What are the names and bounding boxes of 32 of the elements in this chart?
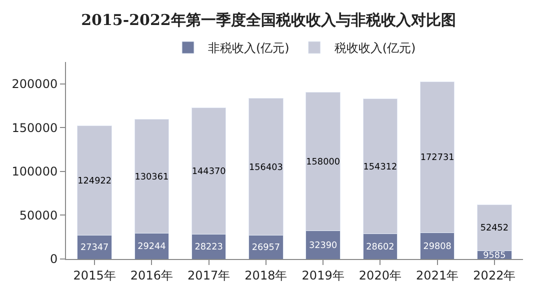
data-label: 130361 bbox=[134, 172, 169, 182]
y-tick-label: 200000 bbox=[12, 77, 58, 92]
y-tick-label: 100000 bbox=[12, 164, 58, 179]
x-tick-label: 2019年 bbox=[302, 268, 344, 282]
data-label: 26957 bbox=[252, 243, 280, 254]
data-label: 29244 bbox=[138, 242, 166, 252]
data-label: 52452 bbox=[480, 224, 509, 234]
x-tick-label: 2020年 bbox=[358, 268, 402, 282]
data-label: 28223 bbox=[194, 242, 223, 253]
data-label: 154312 bbox=[363, 162, 398, 172]
x-tick-label: 2022年 bbox=[473, 268, 516, 282]
data-label: 156403 bbox=[248, 162, 283, 173]
data-label: 124922 bbox=[78, 176, 112, 186]
y-tick-label: 0 bbox=[50, 252, 58, 266]
x-tick-label: 2015年 bbox=[73, 268, 116, 282]
legend-label: 税收收入(亿元) bbox=[334, 41, 416, 56]
x-tick-label: 2017年 bbox=[188, 268, 230, 282]
data-label: 9585 bbox=[483, 250, 506, 261]
x-tick-label: 2021年 bbox=[416, 268, 459, 282]
y-tick-label: 50000 bbox=[19, 208, 58, 222]
legend-label: 非税收入(亿元) bbox=[208, 41, 290, 56]
chart-title: 2015-2022年第一季度全国税收收入与非税收入对比图 bbox=[81, 11, 456, 30]
x-tick-label: 2018年 bbox=[244, 268, 288, 282]
data-label: 144370 bbox=[192, 167, 226, 178]
data-label: 32390 bbox=[308, 240, 338, 251]
data-label: 27347 bbox=[80, 242, 109, 253]
data-label: 172731 bbox=[420, 153, 454, 164]
y-tick-label: 150000 bbox=[12, 120, 58, 135]
data-label: 29808 bbox=[423, 242, 452, 252]
x-tick-label: 2016年 bbox=[130, 268, 173, 282]
data-label: 28602 bbox=[366, 242, 394, 252]
data-label: 158000 bbox=[306, 157, 340, 168]
